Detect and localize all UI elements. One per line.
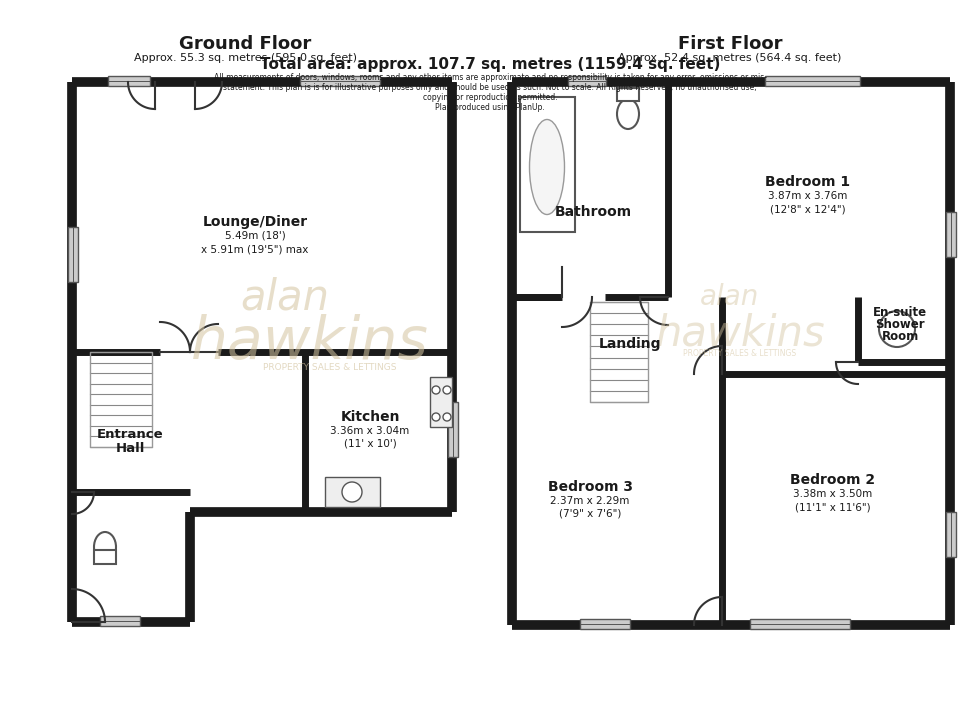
Text: PROPERTY SALES & LETTINGS: PROPERTY SALES & LETTINGS [683, 350, 797, 359]
Text: Room: Room [881, 330, 918, 342]
Text: (12'8" x 12'4"): (12'8" x 12'4") [770, 204, 846, 214]
Ellipse shape [617, 99, 639, 129]
Bar [72, 512, 190, 622]
Bar [448, 402, 458, 457]
Text: copying or reproduction permitted.: copying or reproduction permitted. [422, 93, 558, 102]
Text: (11'1" x 11'6"): (11'1" x 11'6") [795, 502, 871, 512]
Bar [300, 76, 380, 86]
Bar [430, 377, 452, 427]
Bar [72, 82, 452, 512]
Text: Bedroom 2: Bedroom 2 [791, 473, 875, 487]
Circle shape [432, 413, 440, 421]
Bar [580, 619, 630, 629]
Text: hawkins: hawkins [656, 313, 825, 355]
Bar [617, 88, 639, 101]
Text: Shower: Shower [875, 318, 925, 330]
Circle shape [879, 311, 915, 347]
Text: 3.38m x 3.50m: 3.38m x 3.50m [794, 489, 872, 499]
Circle shape [443, 413, 451, 421]
Text: Bedroom 1: Bedroom 1 [765, 175, 851, 189]
Text: Landing: Landing [599, 337, 662, 351]
Text: (11' x 10'): (11' x 10') [344, 439, 396, 449]
Text: Approx. 52.4 sq. metres (564.4 sq. feet): Approx. 52.4 sq. metres (564.4 sq. feet) [618, 53, 842, 63]
Text: alan: alan [240, 276, 329, 318]
Bar [68, 227, 78, 282]
Text: 5.49m (18'): 5.49m (18') [224, 231, 285, 241]
Bar [512, 82, 950, 625]
Text: Total area: approx. 107.7 sq. metres (1159.4 sq. feet): Total area: approx. 107.7 sq. metres (11… [260, 56, 720, 71]
Ellipse shape [529, 120, 564, 214]
Text: Plan produced using PlanUp.: Plan produced using PlanUp. [435, 103, 545, 112]
Circle shape [342, 482, 362, 502]
Bar [325, 477, 380, 507]
Bar [94, 550, 116, 564]
Text: Hall: Hall [116, 441, 145, 454]
Text: statement. This plan is is for illustrative purposes only and should be used as : statement. This plan is is for illustrat… [223, 83, 757, 92]
Bar [100, 616, 140, 626]
Text: alan: alan [701, 283, 760, 311]
Circle shape [432, 386, 440, 394]
Text: hawkins: hawkins [191, 313, 429, 370]
Bar [765, 76, 860, 86]
Text: (7'9" x 7'6"): (7'9" x 7'6") [559, 509, 621, 519]
Text: x 5.91m (19'5") max: x 5.91m (19'5") max [201, 244, 309, 254]
Text: Entrance: Entrance [97, 427, 164, 441]
Ellipse shape [94, 532, 116, 562]
Bar [568, 76, 606, 86]
Text: Ground Floor: Ground Floor [179, 35, 311, 53]
Bar [108, 76, 150, 86]
Text: All measurements of doors, windows, rooms and any other items are approximate an: All measurements of doors, windows, room… [214, 73, 766, 81]
Bar [946, 512, 956, 557]
Text: 3.36m x 3.04m: 3.36m x 3.04m [330, 426, 410, 436]
Text: 2.37m x 2.29m: 2.37m x 2.29m [551, 496, 630, 506]
Text: Bathroom: Bathroom [555, 205, 631, 219]
Bar [520, 97, 575, 232]
Bar [946, 212, 956, 257]
Text: Approx. 55.3 sq. metres (595.0 sq. feet): Approx. 55.3 sq. metres (595.0 sq. feet) [133, 53, 357, 63]
Text: First Floor: First Floor [678, 35, 782, 53]
Bar [90, 352, 152, 447]
Text: Bedroom 3: Bedroom 3 [548, 480, 632, 494]
Circle shape [443, 386, 451, 394]
Text: En-suite: En-suite [873, 305, 927, 318]
Text: PROPERTY SALES & LETTINGS: PROPERTY SALES & LETTINGS [264, 362, 397, 372]
Bar [590, 302, 648, 402]
Bar [750, 619, 850, 629]
Text: 3.87m x 3.76m: 3.87m x 3.76m [768, 191, 848, 201]
Text: Kitchen: Kitchen [340, 410, 400, 424]
Text: Lounge/Diner: Lounge/Diner [203, 215, 308, 229]
